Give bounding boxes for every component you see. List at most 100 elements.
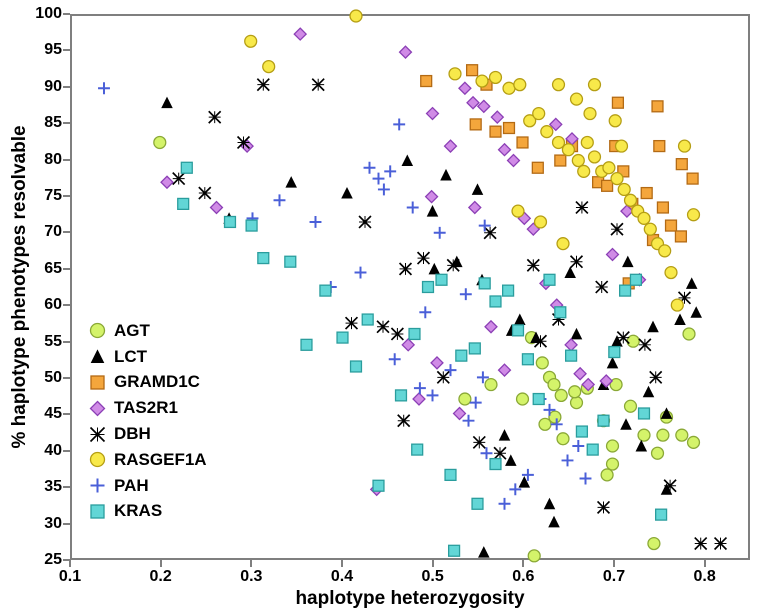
data-point-LCT [342, 188, 352, 198]
data-point-LCT [545, 499, 555, 509]
data-point-PAH [407, 202, 419, 214]
data-point-RASGEF1A [535, 216, 547, 228]
data-point-AGT [627, 335, 639, 347]
data-point-AGT [607, 440, 619, 452]
data-point-LCT [572, 329, 582, 339]
data-point-DBH [473, 436, 485, 448]
legend-label: AGT [114, 321, 150, 341]
legend-swatch [85, 422, 110, 447]
data-point-TAS2R1 [400, 46, 412, 58]
x-tick-label: 0.7 [603, 568, 625, 586]
data-point-PAH [463, 415, 475, 427]
data-point-LCT [515, 315, 525, 325]
data-point-RASGEF1A [589, 79, 601, 91]
data-point-RASGEF1A [618, 183, 630, 195]
data-point-KRAS [456, 350, 467, 361]
data-point-DBH [598, 501, 610, 513]
data-point-RASGEF1A [638, 212, 650, 224]
data-point-DBH [611, 223, 623, 235]
data-point-KRAS [178, 198, 189, 209]
data-point-PAH [389, 353, 401, 365]
data-point-AGT [688, 436, 700, 448]
data-point-RASGEF1A [688, 209, 700, 221]
data-point-RASGEF1A [263, 61, 275, 73]
data-point-DBH [617, 332, 629, 344]
data-point-AGT [536, 357, 548, 369]
data-point-KRAS [609, 347, 620, 358]
data-point-KRAS [469, 343, 480, 354]
data-point-TAS2R1 [478, 100, 490, 112]
data-point-PAH [562, 454, 574, 466]
data-point-AGT [638, 429, 650, 441]
data-point-PAH [470, 397, 482, 409]
data-point-PAH [378, 183, 390, 195]
x-tick-label: 0.3 [240, 568, 262, 586]
data-point-PAH [373, 173, 385, 185]
scatter-chart: AGTLCTGRAMD1CTAS2R1DBHRASGEF1APAHKRAS ha… [0, 0, 775, 608]
legend-label: KRAS [114, 501, 162, 521]
x-tick [160, 560, 162, 567]
x-tick-label: 0.8 [694, 568, 716, 586]
y-tick-label: 75 [22, 187, 62, 205]
data-point-AGT [657, 429, 669, 441]
data-point-GRAMD1C [676, 159, 687, 170]
legend-label: TAS2R1 [114, 398, 178, 418]
data-point-KRAS [246, 220, 257, 231]
data-point-KRAS [630, 274, 641, 285]
data-point-AGT [154, 137, 166, 149]
data-point-RASGEF1A [625, 194, 637, 206]
data-point-TAS2R1 [565, 339, 577, 351]
data-point-KRAS [576, 426, 587, 437]
data-point-KRAS [522, 354, 533, 365]
data-point-KRAS [181, 162, 192, 173]
data-point-KRAS [351, 361, 362, 372]
legend-row-TAS2R1: TAS2R1 [85, 395, 207, 421]
data-point-KRAS [544, 274, 555, 285]
x-axis-label: haplotype heterozygosity [295, 588, 524, 610]
data-point-TAS2R1 [607, 249, 619, 261]
data-point-KRAS [445, 469, 456, 480]
data-point-TAS2R1 [413, 393, 425, 405]
data-point-KRAS [320, 285, 331, 296]
x-tick [432, 560, 434, 567]
legend-swatch [85, 447, 110, 472]
data-point-TAS2R1 [426, 191, 438, 203]
data-point-KRAS [436, 274, 447, 285]
data-point-RASGEF1A [512, 205, 524, 217]
legend-row-DBH: DBH [85, 421, 207, 447]
data-point-GRAMD1C [666, 220, 677, 231]
data-point-AGT [569, 386, 581, 398]
data-point-DBH [391, 328, 403, 340]
data-point-DBH [639, 339, 651, 351]
data-point-DBH [398, 415, 410, 427]
data-point-KRAS [490, 296, 501, 307]
data-point-AGT [601, 469, 613, 481]
data-point-AGT [517, 393, 529, 405]
data-point-GRAMD1C [555, 155, 566, 166]
data-point-DBH [437, 371, 449, 383]
legend-row-KRAS: KRAS [85, 499, 207, 525]
data-point-GRAMD1C [467, 65, 478, 76]
data-point-KRAS [533, 394, 544, 405]
data-point-GRAMD1C [470, 119, 481, 130]
data-point-LCT [162, 98, 172, 108]
data-point-DBH [400, 263, 412, 275]
data-point-DBH [257, 79, 269, 91]
y-tick-label: 100 [22, 5, 62, 23]
legend-label: DBH [114, 424, 151, 444]
data-point-KRAS [362, 314, 373, 325]
data-point-AGT [683, 328, 695, 340]
data-point-DBH [209, 111, 221, 123]
data-point-DBH [494, 447, 506, 459]
x-tick-label: 0.1 [59, 568, 81, 586]
data-point-PAH [419, 306, 431, 318]
data-point-AGT [539, 418, 551, 430]
data-point-GRAMD1C [657, 202, 668, 213]
data-point-TAS2R1 [574, 368, 586, 380]
data-point-RASGEF1A [490, 71, 502, 83]
data-point-RASGEF1A [659, 245, 671, 257]
data-point-KRAS [656, 509, 667, 520]
data-point-TAS2R1 [211, 202, 223, 214]
data-point-DBH [527, 259, 539, 271]
data-point-LCT [644, 387, 654, 397]
